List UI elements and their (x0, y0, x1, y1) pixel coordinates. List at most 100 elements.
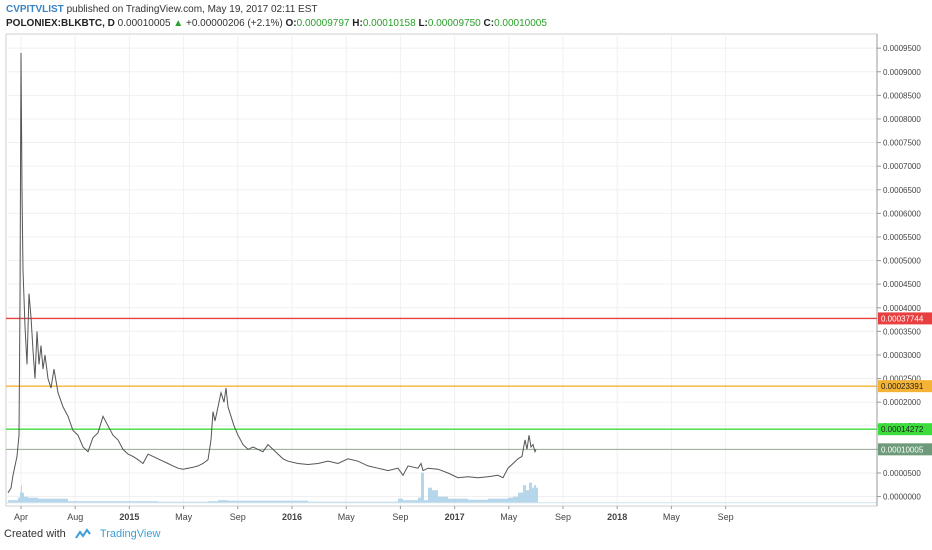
volume-bar (518, 492, 523, 503)
x-tick-label: Sep (718, 512, 734, 522)
y-tick-label: 0.0008500 (883, 91, 921, 100)
y-tick-label: 0.0002000 (883, 398, 921, 407)
x-tick-label: 2016 (282, 512, 302, 522)
low-value: 0.00009750 (427, 18, 481, 29)
volume-bar (418, 497, 421, 503)
y-tick-label: 0.0006000 (883, 209, 921, 218)
price-badge (878, 380, 932, 393)
volume-bar (448, 498, 468, 503)
horizontal-lines (6, 317, 877, 450)
volume-bar (529, 482, 532, 503)
y-tick-label: 0.0009000 (883, 68, 921, 77)
y-tick-label: 0.0000500 (883, 469, 921, 478)
volume-bar (534, 485, 536, 503)
x-tick-label: 2018 (607, 512, 627, 522)
volume-bar (208, 501, 218, 503)
volume-bar (508, 497, 513, 503)
close-value: 0.00010005 (494, 18, 547, 29)
volume-bar (398, 498, 403, 503)
price-badge-label: 0.00014272 (881, 425, 924, 434)
volume-bar (532, 487, 534, 503)
y-tick-label: 0.0004500 (883, 280, 921, 289)
grid (5, 33, 878, 507)
volume-bar (22, 492, 24, 503)
x-tick-label: 2015 (119, 512, 139, 522)
up-arrow-icon: ▲ (173, 18, 184, 29)
plot-border (5, 33, 878, 507)
volume-bar (424, 500, 428, 503)
open-value: 0.00009797 (296, 18, 350, 29)
price-badge-label: 0.00010005 (881, 445, 924, 454)
price-layer (7, 52, 537, 494)
tradingview-logo-icon (74, 528, 91, 539)
y-tick-label: 0.0005500 (883, 233, 921, 242)
volume-bar (536, 487, 538, 503)
volume-bar (24, 496, 28, 503)
volume-bar (108, 501, 158, 503)
y-tick-label: 0.0008000 (883, 115, 921, 124)
y-tick-label: 0.0000000 (883, 493, 921, 502)
price-badge (878, 443, 932, 456)
volume-bar (421, 472, 424, 503)
volume-layer (6, 472, 877, 504)
volume-bar (68, 501, 108, 503)
volume-bar (28, 497, 38, 503)
x-tick-label: Apr (14, 512, 28, 522)
volume-bar (428, 487, 432, 503)
volume-bar (20, 492, 21, 503)
created-with-label: Created with (4, 528, 66, 540)
price-badges: 0.00037744 0.00023391 0.00014272 0.00010005 (878, 312, 932, 456)
price-change: +0.00000206 (+2.1%) (185, 18, 283, 29)
close-label: C: (483, 18, 495, 29)
open-label: O: (285, 18, 297, 29)
y-tick-label: 0.0003500 (883, 327, 921, 336)
x-tick-label: May (175, 512, 193, 522)
chart-header: CVPITVLIST published on TradingView.com,… (6, 2, 926, 30)
last-price: 0.00010005 (117, 18, 171, 29)
x-tick-label: Aug (67, 512, 83, 522)
volume-bar (523, 485, 526, 503)
y-tick-label: 0.0002500 (883, 375, 921, 384)
x-tick-label: May (500, 512, 518, 522)
x-tick-label: Sep (555, 512, 571, 522)
volume-bar (468, 499, 488, 503)
volume-bar (8, 500, 18, 503)
volume-bar (403, 500, 418, 503)
price-series-line (7, 52, 537, 494)
high-label: H: (352, 18, 363, 29)
symbol-label[interactable]: POLONIEX:BLKBTC, D (6, 18, 115, 29)
price-badge (878, 312, 932, 325)
volume-bar (218, 500, 228, 503)
volume-bar (432, 490, 438, 503)
x-tick-label: May (663, 512, 681, 522)
y-tick-label: 0.0003000 (883, 351, 921, 360)
volume-bar (488, 498, 508, 503)
author-link[interactable]: CVPITVLIST (6, 4, 64, 15)
high-value: 0.00010158 (362, 18, 416, 29)
publish-line: CVPITVLIST published on TradingView.com,… (6, 4, 317, 15)
published-text: published on TradingView.com, May 19, 20… (66, 4, 318, 15)
x-tick-label: May (338, 512, 356, 522)
y-tick-label: 0.0009500 (883, 44, 921, 53)
price-badge (878, 423, 932, 436)
price-badge-label: 0.00037744 (881, 314, 924, 323)
y-tick-label: 0.0007500 (883, 139, 921, 148)
volume-bar (38, 498, 68, 503)
x-tick-label: 2017 (445, 512, 465, 522)
x-tick-label: Sep (392, 512, 408, 522)
volume-bar (21, 485, 22, 503)
tradingview-link[interactable]: TradingView (99, 528, 161, 540)
volume-bar (18, 497, 20, 503)
volume-bar (513, 496, 518, 503)
volume-bar (526, 490, 529, 503)
y-axis: 0.00000000.00005000.00010000.00015000.00… (876, 34, 921, 506)
x-axis: Apr Aug 2015 May Sep 2016 May Sep 2017 May Sep 2018… (14, 506, 734, 522)
footer: Created with TradingView (4, 528, 160, 546)
y-tick-label: 0.0007000 (883, 162, 921, 171)
low-label: L: (418, 18, 428, 29)
y-tick-label: 0.0006500 (883, 186, 921, 195)
x-tick-label: Sep (230, 512, 246, 522)
y-tick-label: 0.0004000 (883, 304, 921, 313)
ohlc-line: POLONIEX:BLKBTC, D 0.00010005 ▲ +0.00000… (6, 18, 547, 29)
